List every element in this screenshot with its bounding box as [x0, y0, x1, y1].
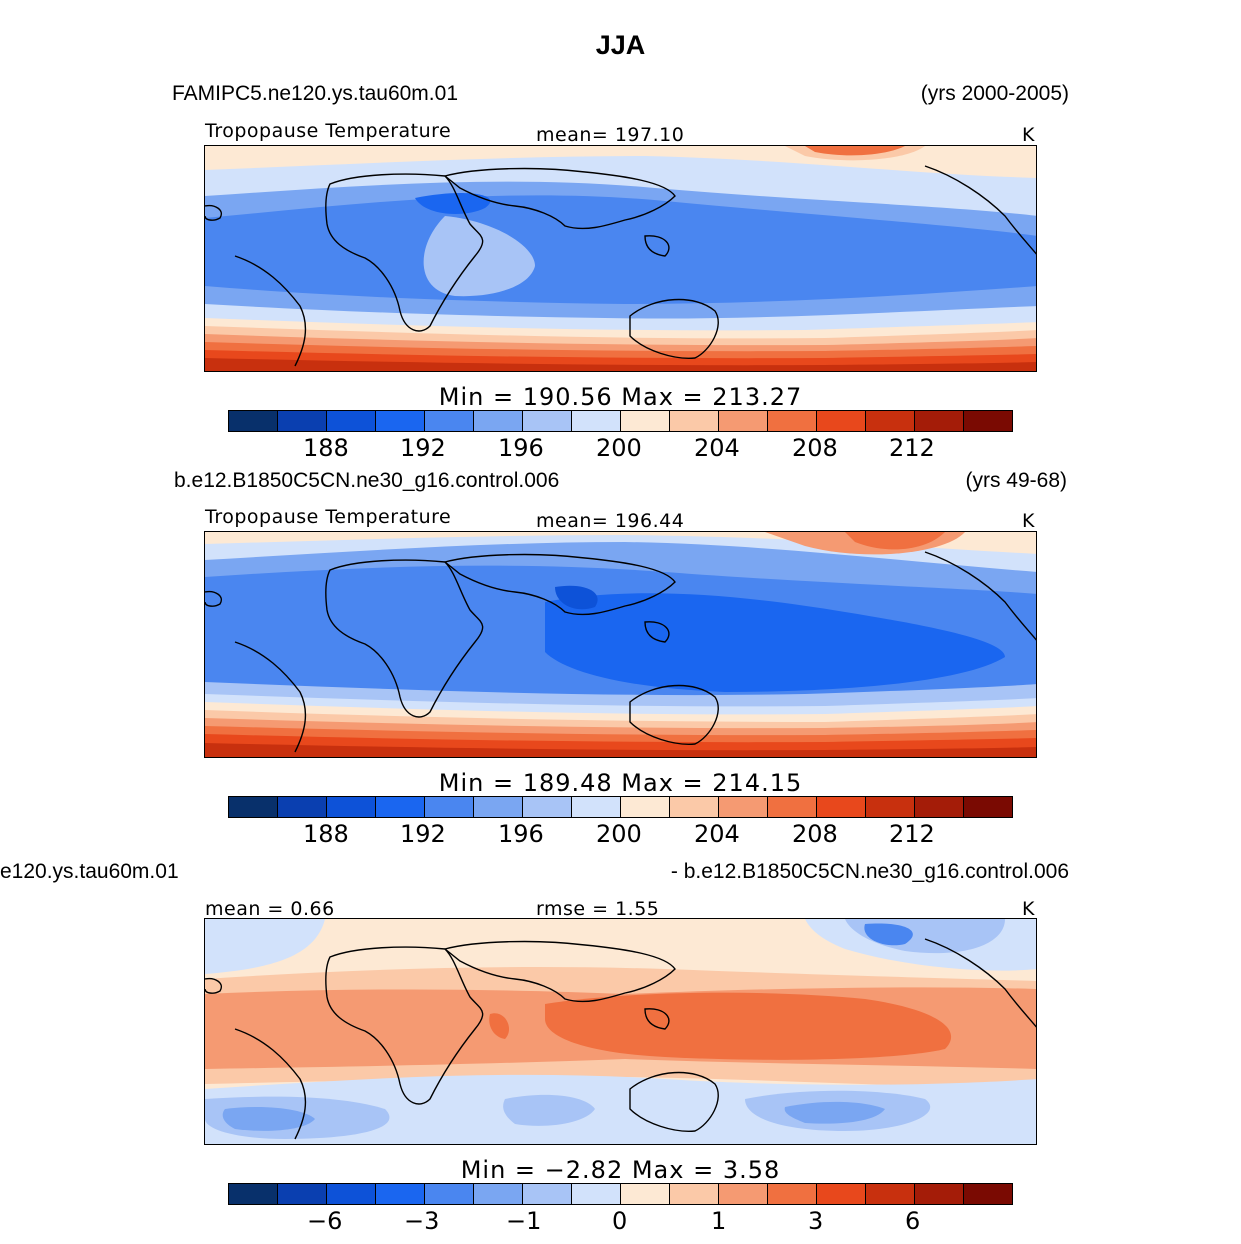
colorbar-tick: 212: [889, 434, 935, 462]
colorbar-tick: −1: [506, 1207, 542, 1235]
colorbar-swatch: [621, 411, 670, 431]
colorbar-tick: 208: [792, 820, 838, 848]
colorbar-swatch: [572, 1184, 621, 1204]
panel-1-units: K: [1022, 124, 1035, 146]
colorbar-swatch: [866, 411, 915, 431]
colorbar-tick: −3: [404, 1207, 440, 1235]
panel-3-colorbar: [228, 1183, 1013, 1205]
colorbar-tick: 204: [694, 434, 740, 462]
panel-3-min-max: Min = −2.82 Max = 3.58: [460, 1156, 781, 1184]
panel-1-case-name: FAMIPC5.ne120.ys.tau60m.01: [172, 82, 458, 105]
panel-3-mean: mean = 0.66: [205, 898, 335, 920]
panel-2-case-name: b.e12.B1850C5CN.ne30_g16.control.006: [174, 469, 560, 492]
colorbar-tick: 192: [400, 820, 446, 848]
colorbar-swatch: [229, 797, 278, 817]
colorbar-swatch: [425, 797, 474, 817]
colorbar-tick: 196: [498, 820, 544, 848]
colorbar-swatch: [523, 797, 572, 817]
colorbar-swatch: [719, 797, 768, 817]
panel-2-mean: mean= 196.44: [536, 510, 685, 532]
colorbar-swatch: [817, 797, 866, 817]
panel-1-colorbar: [228, 410, 1013, 432]
colorbar-tick: 200: [596, 820, 642, 848]
panel-1-map: [204, 145, 1037, 372]
colorbar-swatch: [915, 411, 964, 431]
colorbar-swatch: [474, 797, 523, 817]
panel-2-units: K: [1022, 510, 1035, 532]
panel-1-variable-label: Tropopause Temperature: [205, 120, 452, 142]
colorbar-swatch: [621, 1184, 670, 1204]
colorbar-swatch: [229, 411, 278, 431]
colorbar-swatch: [278, 797, 327, 817]
colorbar-swatch: [425, 1184, 474, 1204]
panel-2-min-max: Min = 189.48 Max = 214.15: [438, 769, 803, 797]
colorbar-swatch: [768, 411, 817, 431]
colorbar-tick: 6: [905, 1207, 921, 1235]
panel-1-mean: mean= 197.10: [536, 124, 685, 146]
colorbar-tick: 188: [303, 434, 349, 462]
panel-2-colorbar: [228, 796, 1013, 818]
colorbar-swatch: [817, 1184, 866, 1204]
colorbar-swatch: [474, 411, 523, 431]
colorbar-swatch: [768, 797, 817, 817]
page-title: JJA: [595, 30, 646, 60]
panel-1-min-max: Min = 190.56 Max = 213.27: [438, 383, 803, 411]
colorbar-swatch: [376, 797, 425, 817]
colorbar-swatch: [670, 1184, 719, 1204]
colorbar-tick: 192: [400, 434, 446, 462]
colorbar-swatch: [964, 797, 1012, 817]
colorbar-swatch: [327, 411, 376, 431]
colorbar-swatch: [817, 411, 866, 431]
colorbar-swatch: [327, 797, 376, 817]
colorbar-tick: 196: [498, 434, 544, 462]
colorbar-swatch: [964, 411, 1012, 431]
panel-2-map: [204, 531, 1037, 758]
panel-3-units: K: [1022, 898, 1035, 920]
colorbar-swatch: [376, 1184, 425, 1204]
panel-2-variable-label: Tropopause Temperature: [205, 506, 452, 528]
colorbar-tick: 204: [694, 820, 740, 848]
colorbar-swatch: [621, 797, 670, 817]
panel-2-years: (yrs 49-68): [965, 469, 1067, 492]
colorbar-swatch: [425, 411, 474, 431]
colorbar-swatch: [670, 411, 719, 431]
colorbar-swatch: [866, 797, 915, 817]
colorbar-swatch: [523, 1184, 572, 1204]
colorbar-swatch: [670, 797, 719, 817]
panel-3-case-name: e120.ys.tau60m.01: [0, 860, 179, 883]
panel-1-years: (yrs 2000-2005): [920, 82, 1069, 105]
colorbar-tick: 208: [792, 434, 838, 462]
colorbar-swatch: [572, 797, 621, 817]
panel-3-case-subtracted: - b.e12.B1850C5CN.ne30_g16.control.006: [670, 860, 1069, 883]
colorbar-swatch: [376, 411, 425, 431]
colorbar-tick: 0: [612, 1207, 628, 1235]
colorbar-tick: −6: [307, 1207, 343, 1235]
colorbar-swatch: [278, 1184, 327, 1204]
panel-3-map: [204, 918, 1037, 1145]
colorbar-swatch: [719, 1184, 768, 1204]
colorbar-swatch: [474, 1184, 523, 1204]
colorbar-swatch: [915, 797, 964, 817]
colorbar-swatch: [278, 411, 327, 431]
panel-3-rmse: rmse = 1.55: [536, 898, 660, 920]
colorbar-swatch: [866, 1184, 915, 1204]
colorbar-swatch: [915, 1184, 964, 1204]
colorbar-swatch: [229, 1184, 278, 1204]
colorbar-tick: 200: [596, 434, 642, 462]
colorbar-tick: 188: [303, 820, 349, 848]
colorbar-swatch: [768, 1184, 817, 1204]
colorbar-swatch: [327, 1184, 376, 1204]
colorbar-swatch: [719, 411, 768, 431]
colorbar-swatch: [964, 1184, 1012, 1204]
colorbar-swatch: [523, 411, 572, 431]
colorbar-tick: 212: [889, 820, 935, 848]
colorbar-tick: 3: [808, 1207, 824, 1235]
colorbar-swatch: [572, 411, 621, 431]
colorbar-tick: 1: [711, 1207, 727, 1235]
